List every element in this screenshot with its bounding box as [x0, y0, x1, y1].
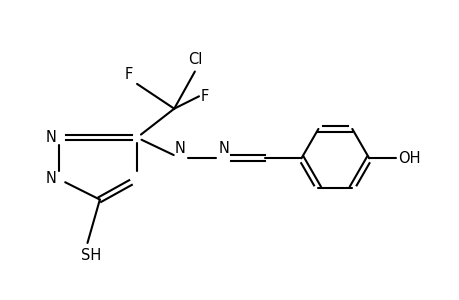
Text: OH: OH: [397, 151, 420, 166]
Text: N: N: [45, 130, 56, 145]
Text: N: N: [174, 141, 185, 156]
Text: N: N: [45, 171, 56, 186]
Text: F: F: [201, 89, 209, 104]
Text: Cl: Cl: [187, 52, 202, 68]
Text: SH: SH: [81, 248, 101, 263]
Text: N: N: [218, 141, 229, 156]
Text: F: F: [124, 67, 133, 82]
